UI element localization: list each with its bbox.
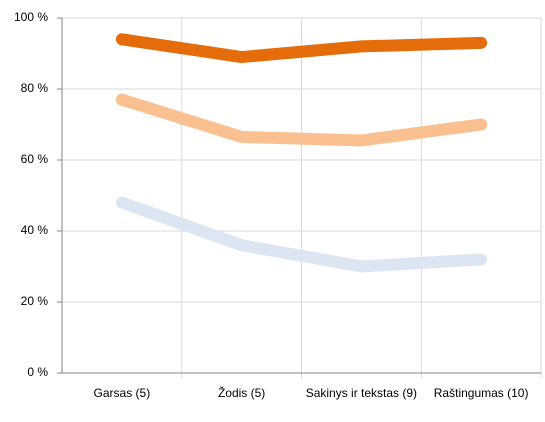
- y-tick-label: 60 %: [21, 152, 49, 166]
- x-tick-label: Sakinys ir tekstas (9): [305, 386, 418, 400]
- x-tick-label: Žodis (5): [217, 386, 266, 400]
- series-line: [115, 196, 488, 273]
- x-tick-label: Garsas (5): [93, 386, 151, 400]
- series-line: [115, 93, 488, 147]
- y-tick-label: 40 %: [21, 223, 49, 237]
- x-tick-label: Raštingumas (10): [433, 386, 529, 400]
- y-tick-label: 20 %: [21, 294, 49, 308]
- y-tick-label: 100 %: [14, 10, 48, 24]
- y-tick-label: 80 %: [21, 81, 49, 95]
- y-tick-label: 0 %: [27, 365, 48, 379]
- series-line: [115, 33, 488, 64]
